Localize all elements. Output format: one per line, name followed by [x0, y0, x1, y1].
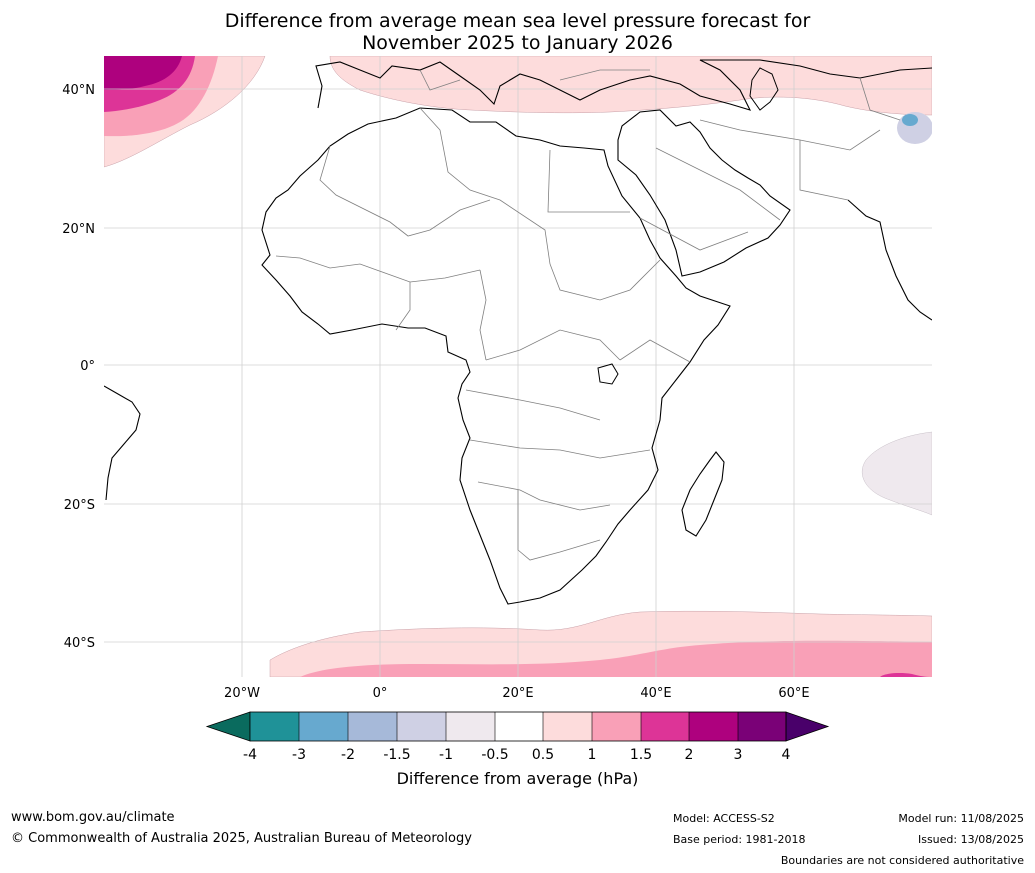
footer-model-run: Model run: 11/08/2025: [898, 812, 1024, 825]
colorbar-bin-11: [738, 712, 786, 741]
colorbar-left-arrow: [205, 711, 251, 742]
country-boundaries: [275, 69, 901, 561]
anomaly-indian-neg: [861, 431, 932, 516]
colorbar-tick: -1.5: [383, 747, 410, 763]
anomaly-north-band: [329, 56, 932, 116]
footer-model: Model: ACCESS-S2: [673, 812, 775, 825]
footer-copyright: © Commonwealth of Australia 2025, Austra…: [11, 831, 472, 846]
lat-label-0: 0°: [80, 359, 95, 374]
anomaly-nw-2: [104, 56, 182, 90]
lat-label-40n: 40°N: [62, 83, 95, 98]
colorbar-bin-2: [299, 712, 348, 741]
colorbar-tick: 0.5: [532, 747, 554, 763]
lon-label-20w: 20°W: [224, 686, 260, 701]
colorbar-bin-7: [543, 712, 592, 741]
anomaly-south-1: [300, 640, 932, 677]
coastline-arabia: [617, 109, 791, 277]
colorbar-bin-4: [397, 712, 446, 741]
coastline-lake-victoria: [597, 363, 619, 385]
footer-base-period: Base period: 1981-2018: [673, 833, 806, 846]
longitude-labels: 20°W 0° 20°E 40°E 60°E: [224, 686, 810, 701]
colorbar-bin-1: [250, 712, 299, 741]
colorbar-outline: [249, 711, 787, 742]
colorbar-bin-3: [348, 712, 397, 741]
map-area: [104, 56, 932, 677]
colorbar-ticks: -4 -3 -2 -1.5 -1 -0.5 0.5 1 1.5 2 3 4: [243, 747, 791, 763]
footer-disclaimer: Boundaries are not considered authoritat…: [780, 854, 1024, 867]
coastline-caspian: [749, 67, 779, 111]
colorbar-bin-10: [689, 712, 738, 741]
colorbar-bin-5: [446, 712, 495, 741]
coastline-madagascar: [681, 451, 725, 537]
lat-label-20s: 20°S: [64, 498, 95, 513]
anomaly-ne-neg-core: [902, 114, 918, 126]
colorbar-bin-8: [592, 712, 641, 741]
colorbar-tick: -3: [292, 747, 306, 763]
graticule: [104, 56, 932, 677]
map-title: Difference from average mean sea level p…: [0, 10, 1035, 54]
anomaly-south-1.5: [880, 673, 932, 677]
title-line-1: Difference from average mean sea level p…: [224, 10, 811, 32]
colorbar-tick: 2: [685, 747, 694, 763]
coastline-africa: [261, 107, 731, 605]
lon-label-60e: 60°E: [778, 686, 809, 701]
lon-label-20e: 20°E: [502, 686, 533, 701]
lat-label-20n: 20°N: [62, 222, 95, 237]
colorbar-tick: -1: [439, 747, 453, 763]
colorbar-tick: 4: [782, 747, 791, 763]
colorbar-tick: 1.5: [630, 747, 652, 763]
colorbar: -4 -3 -2 -1.5 -1 -0.5 0.5 1 1.5 2 3 4: [205, 711, 830, 763]
colorbar-tick: 1: [588, 747, 597, 763]
colorbar-tick: -0.5: [481, 747, 508, 763]
coastline-india: [847, 199, 932, 321]
coastline-south-america: [104, 385, 141, 501]
footer-issued: Issued: 13/08/2025: [917, 833, 1024, 846]
colorbar-label: Difference from average (hPa): [396, 769, 639, 788]
colorbar-tick: -4: [243, 747, 257, 763]
footer-website: www.bom.gov.au/climate: [11, 810, 175, 825]
coastline-europe: [315, 59, 932, 111]
title-line-2: November 2025 to January 2026: [362, 32, 673, 54]
colorbar-tick: 3: [734, 747, 743, 763]
latitude-labels: 40°N 20°N 0° 20°S 40°S: [62, 83, 95, 651]
colorbar-tick: -2: [341, 747, 355, 763]
colorbar-right-arrow: [785, 711, 830, 742]
lon-label-40e: 40°E: [640, 686, 671, 701]
colorbar-bin-6: [495, 712, 543, 741]
lat-label-40s: 40°S: [64, 636, 95, 651]
lon-label-0: 0°: [373, 686, 388, 701]
colorbar-bin-9: [641, 712, 689, 741]
colorbar-dividers: [298, 712, 739, 741]
